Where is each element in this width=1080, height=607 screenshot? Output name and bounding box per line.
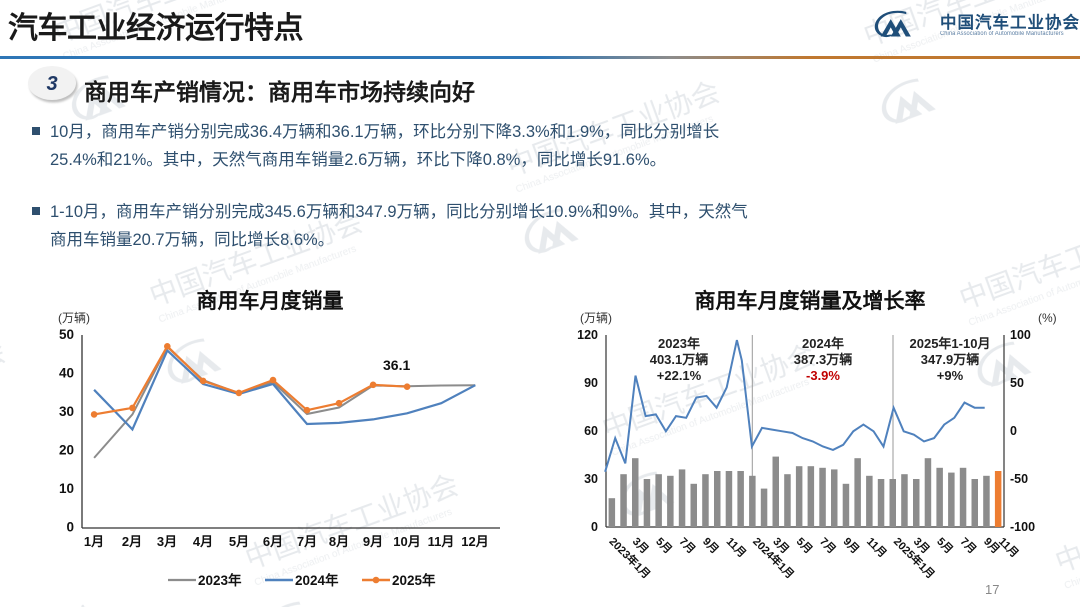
svg-text:2023年: 2023年: [198, 572, 242, 588]
svg-text:403.1万辆: 403.1万辆: [650, 352, 709, 367]
svg-text:9月: 9月: [841, 535, 862, 556]
svg-text:20: 20: [59, 443, 74, 458]
svg-text:(万辆): (万辆): [580, 311, 612, 325]
svg-text:(万辆): (万辆): [58, 311, 90, 325]
svg-text:1月: 1月: [84, 534, 104, 549]
svg-text:8月: 8月: [329, 534, 349, 549]
svg-text:11月: 11月: [724, 535, 749, 560]
svg-text:2023年: 2023年: [658, 336, 700, 351]
svg-text:90: 90: [584, 376, 598, 390]
svg-text:0: 0: [66, 520, 74, 535]
svg-text:6月: 6月: [263, 534, 283, 549]
svg-text:120: 120: [577, 328, 598, 342]
svg-text:10月: 10月: [393, 534, 420, 549]
svg-text:50: 50: [1010, 376, 1024, 390]
svg-text:7月: 7月: [297, 534, 317, 549]
svg-text:100: 100: [1010, 328, 1031, 342]
svg-text:30: 30: [584, 472, 598, 486]
svg-text:2023年1月: 2023年1月: [606, 534, 653, 581]
svg-text:0: 0: [1010, 424, 1017, 438]
svg-text:10: 10: [59, 481, 74, 496]
svg-text:9月: 9月: [363, 534, 383, 549]
svg-text:4月: 4月: [193, 534, 213, 549]
svg-text:9月: 9月: [700, 535, 721, 556]
svg-text:2025年1-10月: 2025年1-10月: [910, 336, 991, 351]
svg-text:+22.1%: +22.1%: [657, 368, 702, 383]
svg-text:30: 30: [59, 404, 74, 419]
svg-text:(%): (%): [1038, 311, 1057, 325]
svg-text:-100: -100: [1010, 520, 1035, 534]
svg-text:36.1: 36.1: [383, 357, 410, 373]
svg-text:387.3万辆: 387.3万辆: [794, 352, 853, 367]
svg-text:+9%: +9%: [937, 368, 964, 383]
svg-text:11月: 11月: [428, 534, 455, 549]
svg-text:60: 60: [584, 424, 598, 438]
svg-text:5月: 5月: [934, 535, 955, 556]
svg-text:2024年: 2024年: [802, 336, 844, 351]
svg-text:12月: 12月: [461, 534, 488, 549]
svg-text:2025年: 2025年: [392, 572, 436, 588]
svg-text:50: 50: [59, 327, 74, 342]
svg-text:5月: 5月: [794, 535, 815, 556]
svg-text:7月: 7月: [958, 535, 979, 556]
svg-text:-3.9%: -3.9%: [806, 368, 840, 383]
svg-text:7月: 7月: [677, 535, 698, 556]
svg-text:7月: 7月: [817, 535, 838, 556]
svg-text:11月: 11月: [996, 535, 1021, 560]
svg-text:-50: -50: [1010, 472, 1028, 486]
svg-text:5月: 5月: [229, 534, 249, 549]
svg-text:5月: 5月: [653, 535, 674, 556]
svg-text:347.9万辆: 347.9万辆: [921, 352, 980, 367]
svg-text:11月: 11月: [864, 535, 889, 560]
svg-text:2月: 2月: [122, 534, 142, 549]
svg-text:0: 0: [591, 520, 598, 534]
svg-text:3月: 3月: [157, 534, 177, 549]
svg-text:2024年: 2024年: [295, 572, 339, 588]
svg-text:40: 40: [59, 366, 74, 381]
